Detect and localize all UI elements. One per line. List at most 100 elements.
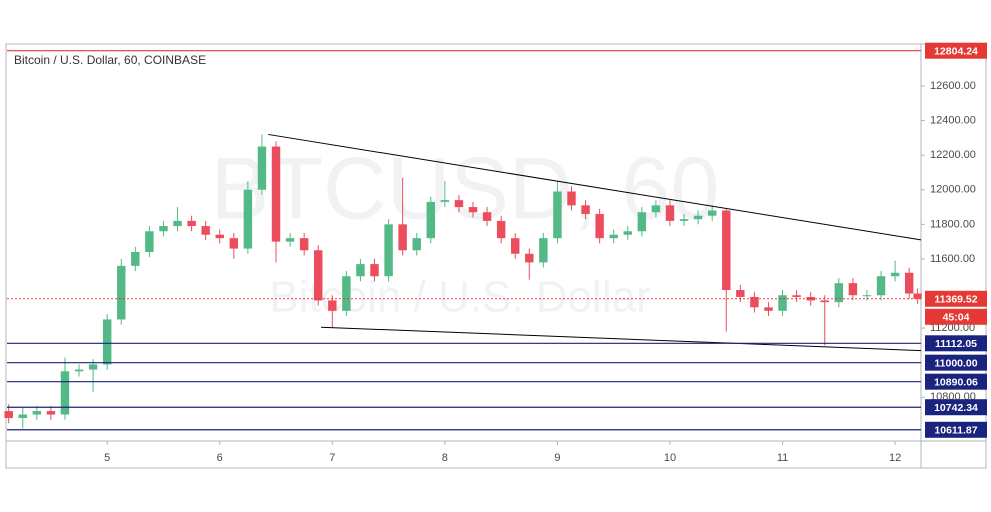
current-price-label: 11369.52: [934, 294, 977, 306]
candle-body: [398, 224, 407, 251]
candle-body: [46, 411, 56, 415]
candle-body: [328, 300, 337, 311]
candle-body: [482, 212, 492, 221]
x-tick-label: 6: [217, 452, 223, 464]
candle-body: [342, 276, 351, 311]
y-tick-label: 12400.00: [930, 115, 976, 127]
level-label-box: [925, 354, 987, 371]
candle-body: [637, 212, 647, 232]
candle-body: [468, 207, 478, 213]
candle-body: [215, 234, 224, 239]
frame: [5, 43, 987, 469]
candle-body: [525, 253, 534, 263]
current-price-label-box: [925, 290, 987, 307]
countdown-label: 45:04: [943, 312, 970, 324]
candle-body: [848, 283, 858, 296]
candle-body: [18, 414, 27, 419]
candle-body: [623, 231, 632, 235]
trendline: [268, 133, 922, 241]
trendline: [321, 326, 922, 352]
level-label-box: [925, 399, 987, 416]
y-tick-label: 12000.00: [930, 184, 976, 196]
candle-body: [665, 205, 675, 221]
candle-body: [764, 307, 773, 311]
candle-body: [679, 219, 689, 221]
y-tick-label: 12200.00: [930, 149, 976, 161]
level-label-box: [925, 373, 987, 390]
candle-body: [384, 224, 393, 277]
candle-body: [243, 189, 253, 249]
candle-body: [314, 250, 323, 301]
candle-body: [510, 238, 520, 254]
candle-body: [257, 146, 267, 190]
level-label: 11000.00: [934, 357, 977, 369]
level-label-box: [925, 42, 987, 59]
level-label: 10611.87: [934, 425, 977, 437]
level-label-box: [925, 421, 987, 438]
y-tick-label: 11200.00: [930, 322, 975, 334]
candle-body: [201, 226, 210, 235]
candle-body: [271, 146, 281, 242]
level-label: 10742.34: [934, 402, 978, 414]
y-tick-label: 12600.00: [930, 80, 976, 92]
candle-body: [820, 300, 829, 303]
watermark-name: Bitcoin / U.S. Dollar: [269, 273, 650, 322]
level-label-box: [925, 335, 987, 352]
level-label: 12804.24: [934, 45, 978, 57]
candle-body: [862, 295, 872, 297]
candle-body: [131, 252, 140, 266]
candle-body: [496, 220, 506, 239]
candle-body: [74, 369, 84, 372]
candle-body: [722, 210, 731, 291]
watermark-symbol: BTCUSD, 60: [211, 138, 720, 237]
candle-body: [792, 295, 801, 297]
x-tick-label: 12: [889, 452, 901, 464]
candle-body: [806, 296, 815, 301]
candle-body: [651, 205, 661, 213]
candle-body: [834, 283, 844, 303]
candle-body: [356, 264, 365, 277]
candle-body: [145, 231, 154, 253]
candle-body: [229, 238, 239, 249]
x-tick-label: 7: [329, 452, 335, 464]
candle-body: [32, 411, 42, 415]
candle-body: [440, 200, 450, 202]
candle-body: [299, 238, 309, 251]
candle-body: [173, 220, 182, 227]
level-label: 11112.05: [935, 338, 977, 350]
candle-body: [609, 234, 618, 239]
candle-body: [88, 364, 98, 370]
candle-body: [890, 272, 900, 277]
x-tick-label: 11: [777, 452, 788, 464]
candle-body: [60, 371, 70, 415]
candle-body: [736, 290, 745, 297]
candle-body: [707, 210, 717, 216]
x-tick-label: 8: [442, 452, 448, 464]
countdown-label-box: [925, 308, 987, 325]
candle-body: [693, 215, 703, 220]
candle-body: [567, 191, 576, 206]
candle-body: [454, 200, 464, 208]
candle-body: [913, 293, 922, 299]
candle-body: [159, 226, 168, 232]
candle-body: [750, 296, 759, 308]
candle-body: [285, 238, 295, 242]
candle-body: [553, 191, 562, 239]
candle-body: [778, 295, 787, 311]
candle-body: [102, 319, 112, 365]
candle-body: [595, 213, 604, 239]
candle-body: [4, 411, 13, 419]
candle-body: [370, 264, 379, 277]
candle-body: [876, 276, 886, 296]
x-tick-label: 9: [554, 452, 560, 464]
y-tick-label: 11600.00: [930, 253, 975, 265]
candle-body: [187, 220, 196, 227]
level-label: 10890.06: [934, 376, 978, 388]
x-tick-label: 10: [664, 452, 676, 464]
candle-body: [581, 205, 590, 214]
candle-body: [539, 238, 548, 263]
candle-body: [117, 265, 126, 320]
candle-body: [904, 272, 914, 294]
x-tick-label: 5: [104, 452, 110, 464]
